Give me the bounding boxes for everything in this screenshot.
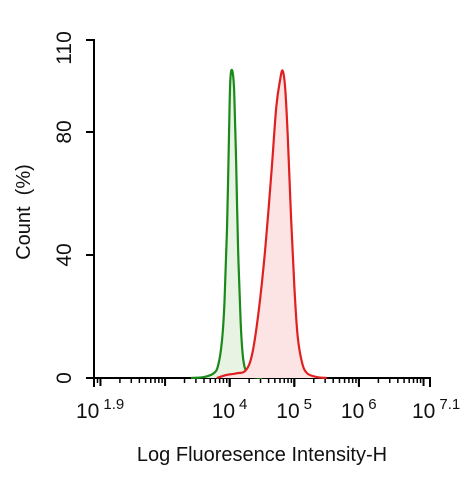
series-1-area (216, 70, 327, 378)
x-tick-label-2: 10 5 (276, 396, 312, 423)
y-tick-label-40: 40 (53, 243, 76, 266)
series-0-area (190, 69, 262, 379)
plot-series (190, 68, 327, 380)
y-tick-label-110: 110 (53, 31, 76, 64)
x-tick-label-1: 10 4 (212, 396, 248, 423)
x-axis: 10 1.9 10 4 10 5 10 6 10 7.1 Log Fluoresence Inte… (76, 377, 460, 466)
y-axis: 0 40 80 110 Count (%) (13, 31, 95, 384)
series-0-line (190, 68, 263, 380)
x-axis-title: Log Fluoresence Intensity-H (137, 444, 387, 466)
x-tick-label-0: 10 1.9 (76, 396, 124, 423)
x-major-ticks: 10 1.9 10 4 10 5 10 6 10 7.1 (76, 378, 460, 423)
series-1-line (216, 69, 327, 380)
x-tick-label-4: 10 7.1 (412, 396, 460, 423)
y-tick-label-80: 80 (53, 120, 76, 143)
x-minor-ticks (93, 378, 425, 386)
y-axis-title: Count (%) (13, 164, 35, 260)
y-tick-label-0: 0 (53, 372, 76, 384)
x-tick-label-3: 10 6 (341, 396, 377, 423)
